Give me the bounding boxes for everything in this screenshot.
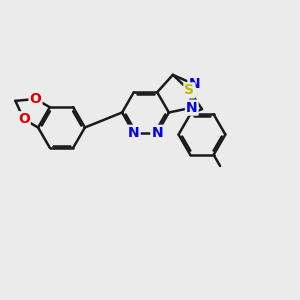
Text: S: S bbox=[184, 83, 194, 98]
Text: N: N bbox=[188, 77, 200, 92]
Text: N: N bbox=[152, 126, 163, 140]
Text: O: O bbox=[18, 112, 30, 126]
Text: N: N bbox=[186, 100, 198, 115]
Text: N: N bbox=[128, 126, 140, 140]
Text: O: O bbox=[30, 92, 41, 106]
